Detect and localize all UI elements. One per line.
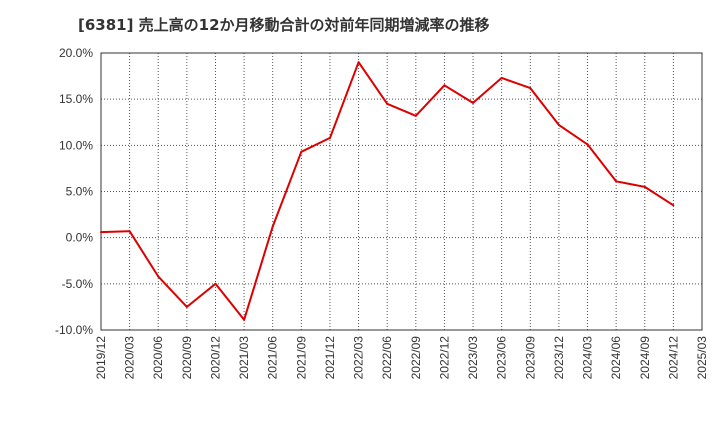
x-tick-label: 2021/03: [237, 336, 251, 380]
y-tick-label: -10.0%: [55, 323, 93, 337]
x-tick-label: 2021/12: [323, 336, 337, 380]
data-point: [472, 101, 475, 104]
x-tick-label: 2024/06: [609, 336, 623, 380]
data-point: [357, 61, 360, 64]
data-point: [529, 87, 532, 90]
x-tick-label: 2024/09: [638, 336, 652, 380]
x-tick-label: 2022/12: [437, 336, 451, 380]
y-tick-label: 5.0%: [66, 185, 94, 199]
x-tick-label: 2022/06: [380, 336, 394, 380]
y-tick-label: 20.0%: [59, 46, 93, 60]
x-tick-label: 2023/03: [466, 336, 480, 380]
x-tick-label: 2023/06: [495, 336, 509, 380]
x-tick-label: 2022/09: [409, 336, 423, 380]
data-point: [328, 136, 331, 139]
data-point: [500, 76, 503, 79]
y-axis-ticks: 20.0% 15.0% 10.0% 5.0% 0.0% -5.0% -10.0%: [55, 46, 93, 337]
y-tick-label: -5.0%: [62, 277, 94, 291]
x-tick-label: 2019/12: [94, 336, 108, 380]
x-tick-label: 2020/09: [180, 336, 194, 380]
chart-title: [6381] 売上高の12か月移動合計の対前年同期増減率の推移: [78, 16, 490, 34]
x-tick-label: 2023/09: [523, 336, 537, 380]
x-axis-ticks: 2019/12 2020/03 2020/06 2020/09 2020/12 2021/…: [94, 336, 709, 380]
x-tick-label: 2024/12: [666, 336, 680, 380]
x-tick-label: 2020/06: [151, 336, 165, 380]
y-tick-label: 15.0%: [59, 92, 93, 106]
data-point: [300, 150, 303, 153]
data-point: [214, 282, 217, 285]
data-point: [414, 114, 417, 117]
grid-lines: [101, 53, 702, 330]
x-tick-label: 2025/03: [695, 336, 709, 380]
data-point: [672, 204, 675, 207]
x-tick-label: 2023/12: [552, 336, 566, 380]
data-point: [128, 230, 131, 233]
x-tick-label: 2022/03: [352, 336, 366, 380]
x-tick-label: 2024/03: [581, 336, 595, 380]
x-tick-label: 2021/09: [294, 336, 308, 380]
y-tick-label: 10.0%: [59, 138, 93, 152]
plot-area-frame: [100, 52, 703, 331]
series-group: [100, 61, 675, 321]
data-point: [100, 231, 102, 234]
data-point: [157, 275, 160, 278]
data-point: [443, 84, 446, 87]
data-point: [557, 124, 560, 127]
data-point: [586, 143, 589, 146]
data-point: [643, 185, 646, 188]
x-tick-label: 2020/03: [123, 336, 137, 380]
data-point: [243, 318, 246, 321]
data-point: [271, 225, 274, 228]
x-tick-label: 2020/12: [208, 336, 222, 380]
data-point: [615, 180, 618, 183]
x-tick-label: 2021/06: [266, 336, 280, 380]
data-point: [185, 305, 188, 308]
data-point: [386, 102, 389, 105]
y-tick-label: 0.0%: [66, 231, 94, 245]
